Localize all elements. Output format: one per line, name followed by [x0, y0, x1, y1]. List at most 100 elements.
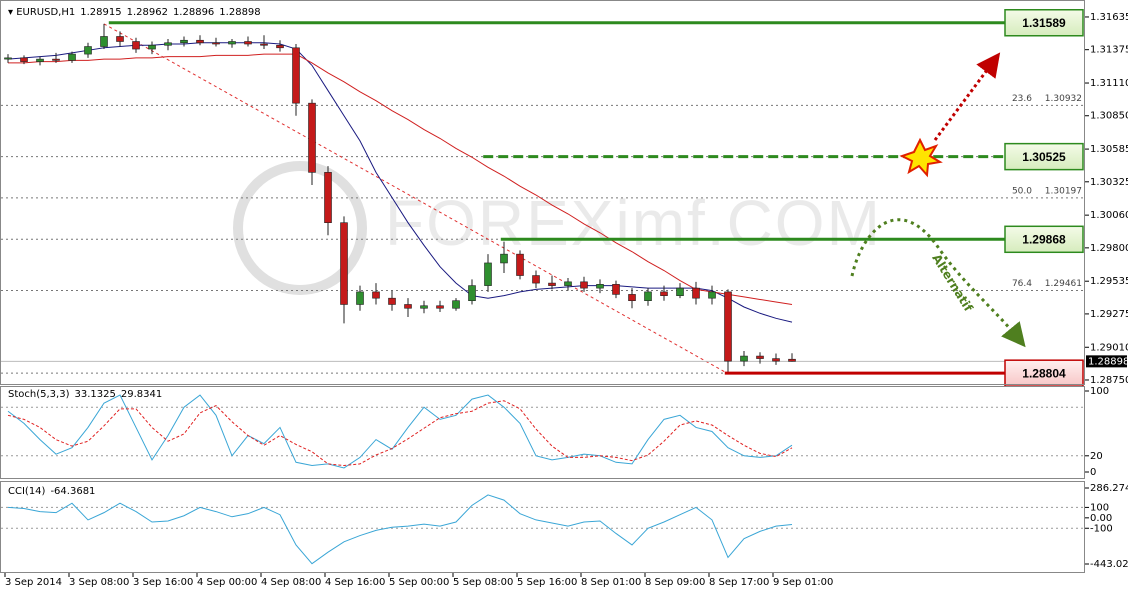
- x-tick-label: 8 Sep 09:00: [645, 577, 705, 588]
- candle-body: [196, 39, 204, 44]
- candle-body: [564, 281, 572, 286]
- candle-body: [548, 282, 556, 286]
- candle-body: [340, 222, 348, 305]
- level-box: [1004, 9, 1084, 37]
- x-tick-label: 3 Sep 2014: [5, 577, 62, 588]
- candle-body: [788, 358, 796, 362]
- y-tick-label: 1.31110: [1090, 78, 1128, 89]
- y-tick-label: 1.30325: [1090, 177, 1128, 188]
- candle-body: [100, 36, 108, 47]
- x-tick-label: 4 Sep 00:00: [197, 577, 257, 588]
- candle-body: [276, 44, 284, 49]
- y-tick-label: 1.30060: [1090, 210, 1128, 221]
- candle-body: [532, 275, 540, 284]
- x-tick-label: 3 Sep 08:00: [69, 577, 129, 588]
- candle-body: [580, 281, 588, 289]
- candle-body: [20, 57, 28, 62]
- cci-frame: [0, 481, 1085, 573]
- symbol: EURUSD,H1: [16, 7, 75, 18]
- x-tick-label: 4 Sep 08:00: [261, 577, 321, 588]
- watermark-text: FOREXimf.COM: [385, 187, 882, 259]
- candle-body: [68, 53, 76, 61]
- fib-ratio: 50.0: [1012, 186, 1032, 196]
- candle-body: [292, 47, 300, 104]
- trend-line: [103, 23, 729, 375]
- candle-body: [308, 102, 316, 173]
- candle-body: [148, 44, 156, 50]
- candle-body: [324, 172, 332, 223]
- y-tick-label: 1.29535: [1090, 276, 1128, 287]
- candle-body: [436, 305, 444, 309]
- fib-ratio: 76.4: [1012, 279, 1032, 289]
- y-tick-label: 20: [1090, 451, 1103, 462]
- y-tick-label: -443.0259: [1090, 559, 1128, 570]
- y-tick-label: 0: [1090, 467, 1096, 478]
- candle-body: [228, 41, 236, 45]
- high: 1.28962: [127, 7, 168, 18]
- y-tick-label: -100: [1090, 523, 1113, 534]
- x-tick-label: 5 Sep 00:00: [389, 577, 449, 588]
- y-tick-label: 100: [1090, 502, 1109, 513]
- candle-body: [500, 253, 508, 264]
- level-label: 1.31589: [1022, 16, 1066, 30]
- bullish-arrow: [933, 52, 1001, 141]
- level-label: 1.30525: [1022, 150, 1066, 164]
- breakout-star: [899, 137, 943, 178]
- low: 1.28896: [173, 7, 214, 18]
- candle-body: [84, 46, 92, 55]
- candle-body: [692, 287, 700, 299]
- y-tick-label: 1.31375: [1090, 45, 1128, 56]
- candle-body: [260, 43, 268, 46]
- candle-body: [452, 300, 460, 309]
- indicator-line: [7, 394, 793, 469]
- candle-body: [596, 284, 604, 289]
- candle-body: [644, 291, 652, 302]
- level-label: 1.29868: [1022, 232, 1066, 246]
- x-tick-label: 4 Sep 16:00: [325, 577, 385, 588]
- y-tick-label: 1.30850: [1090, 111, 1128, 122]
- x-tick-label: 3 Sep 16:00: [133, 577, 193, 588]
- x-tick-label: 8 Sep 17:00: [709, 577, 769, 588]
- candle-body: [388, 297, 396, 305]
- level-box: [1004, 225, 1084, 254]
- x-tick-label: 9 Sep 01:00: [773, 577, 833, 588]
- fib-price: 1.29461: [1045, 279, 1082, 289]
- alternative-arrow: [850, 218, 1026, 348]
- watermark: FOREXimf.COM: [233, 161, 882, 295]
- stoch-frame: [0, 386, 1085, 479]
- candle-body: [420, 305, 428, 309]
- fib-ratio: 23.6: [1012, 94, 1032, 104]
- y-tick-label: 1.31635: [1090, 12, 1128, 23]
- indicator-line: [7, 400, 793, 467]
- level-label: 1.28804: [1022, 366, 1066, 380]
- candle-body: [740, 355, 748, 362]
- x-tick-label: 8 Sep 01:00: [581, 577, 641, 588]
- y-tick-label: 100: [1090, 386, 1109, 397]
- y-tick-label: 1.29010: [1090, 342, 1128, 353]
- indicator-line: [7, 494, 793, 565]
- candle-body: [628, 294, 636, 302]
- indicator-title-part: -64.3681: [50, 486, 95, 497]
- y-tick-label: 286.2745: [1090, 483, 1128, 494]
- candle-body: [116, 36, 124, 42]
- candle-body: [708, 291, 716, 299]
- candle-body: [676, 287, 684, 296]
- candle-body: [132, 41, 140, 50]
- x-tick-label: 5 Sep 16:00: [517, 577, 577, 588]
- y-tick-label: 1.29275: [1090, 309, 1128, 320]
- open: 1.28915: [80, 7, 121, 18]
- current-price-label: 1.28898: [1088, 356, 1128, 367]
- level-box: [1004, 359, 1084, 387]
- candle-body: [356, 291, 364, 305]
- candle-body: [36, 58, 44, 62]
- fib-price: 1.30932: [1045, 94, 1082, 104]
- candle-body: [660, 291, 668, 296]
- y-tick-label: 0.00: [1090, 513, 1112, 524]
- candle-body: [244, 41, 252, 45]
- moving-average: [8, 53, 793, 305]
- indicator-title: CCI(14) -64.3681: [8, 486, 95, 497]
- header-arrow: ▾: [8, 7, 16, 18]
- candle-body: [180, 39, 188, 44]
